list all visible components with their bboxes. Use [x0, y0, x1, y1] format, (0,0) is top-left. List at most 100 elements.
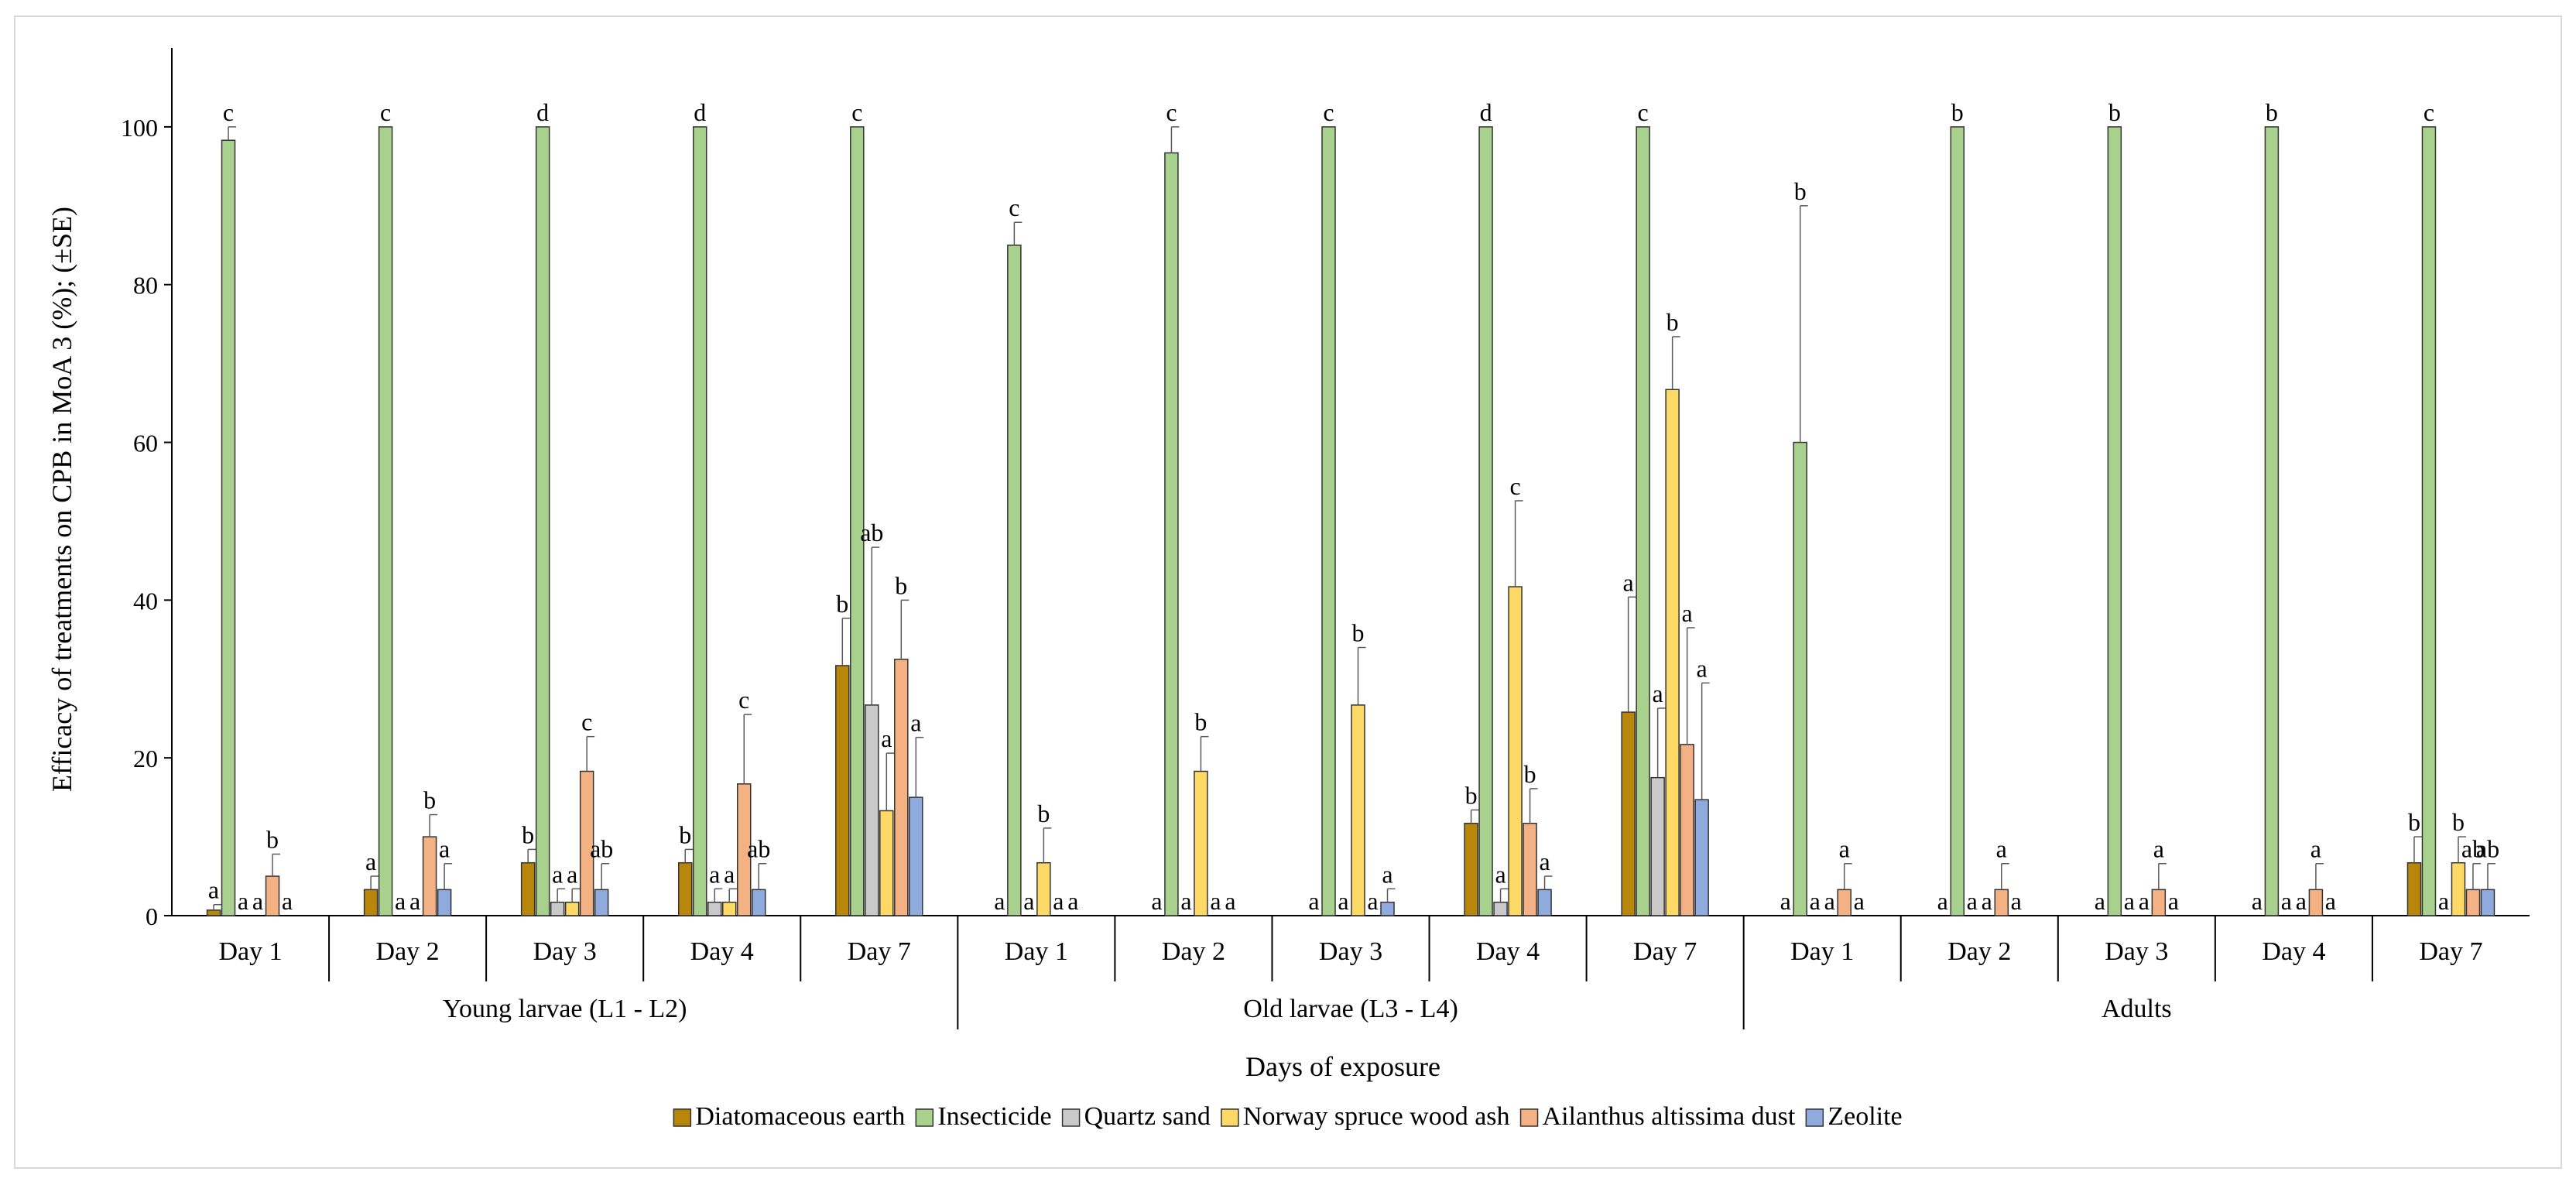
significance-letter: d: [694, 98, 706, 126]
significance-letter: b: [522, 820, 534, 848]
bar: [835, 665, 850, 916]
bar: [363, 889, 379, 916]
bar: [751, 889, 766, 916]
bar: [1650, 776, 1665, 916]
y-tick-label: 20: [133, 745, 158, 772]
bar: [1793, 441, 1807, 916]
significance-letter: a: [881, 724, 892, 752]
bar: [2264, 126, 2280, 916]
significance-letter: b: [2408, 808, 2420, 836]
bar: [206, 909, 221, 916]
legend-swatch: [1519, 1108, 1539, 1127]
day-tick-label: Day 4: [690, 937, 754, 966]
significance-letter: a: [1937, 887, 1948, 915]
significance-letter: a: [439, 835, 450, 863]
day-tick-label: Day 3: [533, 937, 597, 966]
day-tick-label: Day 1: [1790, 937, 1854, 966]
legend-label: Quartz sand: [1084, 1102, 1211, 1131]
legend-swatch: [1221, 1108, 1239, 1127]
bar: [2406, 861, 2422, 916]
bar: [1950, 126, 1965, 916]
significance-letter: c: [223, 98, 234, 126]
bar: [1321, 126, 1336, 916]
significance-letter: a: [1382, 860, 1392, 888]
axes: 0 20 40 60 80 100: [121, 48, 2530, 1029]
bar: [1478, 126, 1493, 916]
significance-letter: c: [1638, 98, 1649, 126]
x-axis-title: Days of exposure: [1245, 1051, 1440, 1082]
bar: [1621, 711, 1636, 916]
significance-letter: a: [1682, 599, 1693, 627]
legend-swatch: [1061, 1108, 1081, 1127]
legend: Diatomaceous earth Insecticide Quartz sand…: [673, 1102, 1903, 1131]
significance-letter: a: [208, 876, 219, 904]
significance-letter: c: [1323, 98, 1334, 126]
significance-letter: a: [1023, 887, 1034, 915]
significance-letter: b: [679, 820, 691, 848]
bar: [1508, 586, 1523, 916]
legend-swatch: [673, 1108, 692, 1127]
day-tick-label: Day 3: [2105, 937, 2168, 966]
group-label: Old larvae (L3 - L4): [1243, 995, 1458, 1023]
significance-letter: ab: [590, 835, 613, 863]
legend-label: Diatomaceous earth: [695, 1102, 905, 1131]
legend-label: Norway spruce wood ash: [1243, 1102, 1510, 1131]
bar: [1994, 889, 2009, 916]
bar: [1493, 901, 1508, 916]
significance-letter: a: [2011, 887, 2022, 915]
bar: [2451, 861, 2466, 916]
significance-letter: a: [1367, 887, 1378, 915]
bar: [1464, 823, 1478, 916]
bar: [422, 836, 437, 916]
significance-letter: d: [536, 98, 549, 126]
significance-letter: c: [1509, 472, 1520, 500]
significance-letter: a: [1539, 848, 1550, 875]
significance-letter: a: [1653, 680, 1663, 707]
bar: [894, 659, 909, 916]
significance-letter: a: [1967, 887, 1978, 915]
bar: [2465, 889, 2481, 916]
bar: [1351, 704, 1365, 916]
bar: [1680, 744, 1694, 916]
y-tick-label: 80: [133, 272, 158, 300]
day-tick-label: Day 2: [1947, 937, 2011, 966]
bar: [1194, 770, 1208, 916]
bar: [1636, 126, 1650, 916]
significance-letter: b: [895, 571, 907, 599]
bar: [1694, 799, 1709, 916]
significance-letter: b: [1794, 177, 1807, 205]
bar: [378, 126, 393, 916]
bar: [2480, 889, 2496, 916]
bar: [1665, 389, 1680, 916]
significance-letter: ab: [860, 519, 883, 546]
significance-letter: a: [1982, 887, 1992, 915]
significance-letter: a: [1623, 568, 1634, 596]
legend-label: Ailanthus altissima dust: [1543, 1102, 1796, 1131]
significance-letter: c: [1009, 194, 1019, 221]
bar: [909, 796, 923, 916]
significance-letter: a: [238, 887, 248, 915]
bar: [221, 139, 236, 916]
significance-letter: b: [2452, 808, 2465, 836]
bar: [564, 901, 580, 916]
significance-letter: a: [2139, 887, 2150, 915]
significance-letter: a: [2153, 835, 2164, 863]
significance-letter: a: [2281, 887, 2292, 915]
significance-letter: ab: [2476, 835, 2499, 863]
y-tick-label: 100: [121, 114, 158, 142]
significance-letter: b: [1037, 800, 1050, 827]
significance-letter: c: [1166, 98, 1177, 126]
significance-letter: b: [423, 786, 436, 814]
day-tick-label: Day 2: [1162, 937, 1225, 966]
significance-letter: a: [709, 860, 720, 888]
bar: [2107, 126, 2122, 916]
significance-letter: a: [1854, 887, 1865, 915]
day-tick-label: Day 1: [218, 937, 282, 966]
significance-letter: a: [1824, 887, 1835, 915]
significance-letter: a: [409, 887, 420, 915]
bar: [721, 901, 737, 916]
day-tick-label: Day 4: [1476, 937, 1540, 966]
significance-letter: a: [2296, 887, 2307, 915]
significance-letter: a: [1151, 887, 1162, 915]
